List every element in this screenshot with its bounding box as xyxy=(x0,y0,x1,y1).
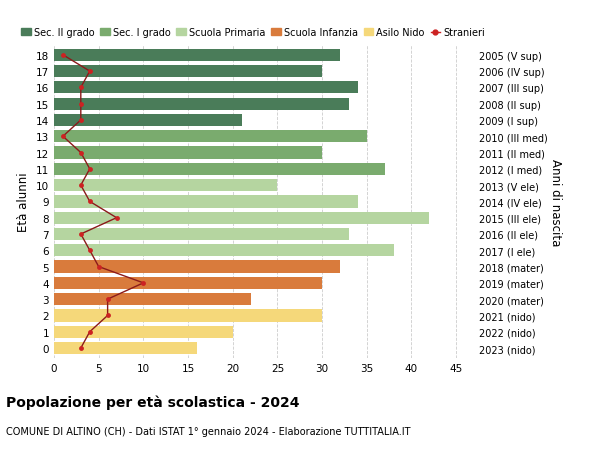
Bar xyxy=(54,229,349,241)
Bar xyxy=(54,277,322,289)
Bar xyxy=(54,163,385,175)
Bar xyxy=(54,342,197,354)
Bar xyxy=(54,245,394,257)
Bar xyxy=(54,212,430,224)
Text: Popolazione per età scolastica - 2024: Popolazione per età scolastica - 2024 xyxy=(6,395,299,409)
Bar xyxy=(54,66,322,78)
Bar xyxy=(54,82,358,94)
Bar xyxy=(54,261,340,273)
Bar xyxy=(54,310,322,322)
Bar xyxy=(54,293,251,306)
Legend: Sec. II grado, Sec. I grado, Scuola Primaria, Scuola Infanzia, Asilo Nido, Stran: Sec. II grado, Sec. I grado, Scuola Prim… xyxy=(21,28,485,38)
Bar xyxy=(54,147,322,159)
Bar xyxy=(54,50,340,62)
Text: COMUNE DI ALTINO (CH) - Dati ISTAT 1° gennaio 2024 - Elaborazione TUTTITALIA.IT: COMUNE DI ALTINO (CH) - Dati ISTAT 1° ge… xyxy=(6,426,410,436)
Bar xyxy=(54,326,233,338)
Bar xyxy=(54,179,277,192)
Bar xyxy=(54,131,367,143)
Bar xyxy=(54,196,358,208)
Y-axis label: Età alunni: Età alunni xyxy=(17,172,31,232)
Bar xyxy=(54,98,349,111)
Y-axis label: Anni di nascita: Anni di nascita xyxy=(548,158,562,246)
Bar xyxy=(54,115,242,127)
